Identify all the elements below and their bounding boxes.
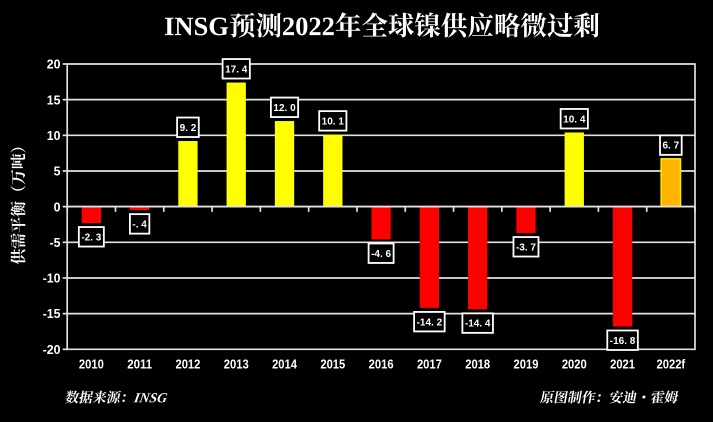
svg-text:2021: 2021 [610, 356, 635, 371]
svg-text:-14. 4: -14. 4 [465, 319, 491, 330]
svg-text:-5: -5 [50, 235, 61, 250]
svg-text:2019: 2019 [514, 356, 539, 371]
svg-text:10. 4: 10. 4 [563, 114, 586, 125]
svg-text:-20: -20 [43, 342, 61, 357]
svg-text:2013: 2013 [224, 356, 249, 371]
svg-text:-3. 7: -3. 7 [516, 242, 536, 253]
svg-text:10. 1: 10. 1 [322, 116, 345, 127]
svg-text:10: 10 [47, 128, 61, 143]
svg-text:17. 4: 17. 4 [225, 64, 248, 75]
svg-text:6. 7: 6. 7 [663, 141, 680, 152]
svg-text:2020: 2020 [562, 356, 587, 371]
svg-text:2017: 2017 [417, 356, 442, 371]
svg-text:2018: 2018 [465, 356, 490, 371]
svg-text:2016: 2016 [369, 356, 394, 371]
svg-text:2012: 2012 [175, 356, 200, 371]
svg-text:-. 4: -. 4 [132, 219, 147, 230]
svg-text:-14. 2: -14. 2 [417, 317, 443, 328]
svg-text:15: 15 [47, 92, 61, 107]
svg-text:-4. 6: -4. 6 [371, 249, 391, 260]
svg-text:2015: 2015 [320, 356, 345, 371]
svg-text:2022f: 2022f [657, 356, 686, 371]
svg-text:-2. 3: -2. 3 [81, 232, 101, 243]
svg-text:5: 5 [54, 164, 61, 179]
svg-text:-16. 8: -16. 8 [610, 336, 636, 347]
svg-text:-15: -15 [43, 306, 61, 321]
svg-text:2011: 2011 [127, 356, 152, 371]
svg-text:0: 0 [54, 199, 61, 214]
svg-text:2010: 2010 [79, 356, 104, 371]
svg-text:-10: -10 [43, 271, 61, 286]
svg-text:12. 0: 12. 0 [273, 103, 296, 114]
svg-text:9. 2: 9. 2 [180, 123, 197, 134]
svg-text:20: 20 [47, 57, 61, 72]
svg-text:2014: 2014 [272, 356, 298, 371]
